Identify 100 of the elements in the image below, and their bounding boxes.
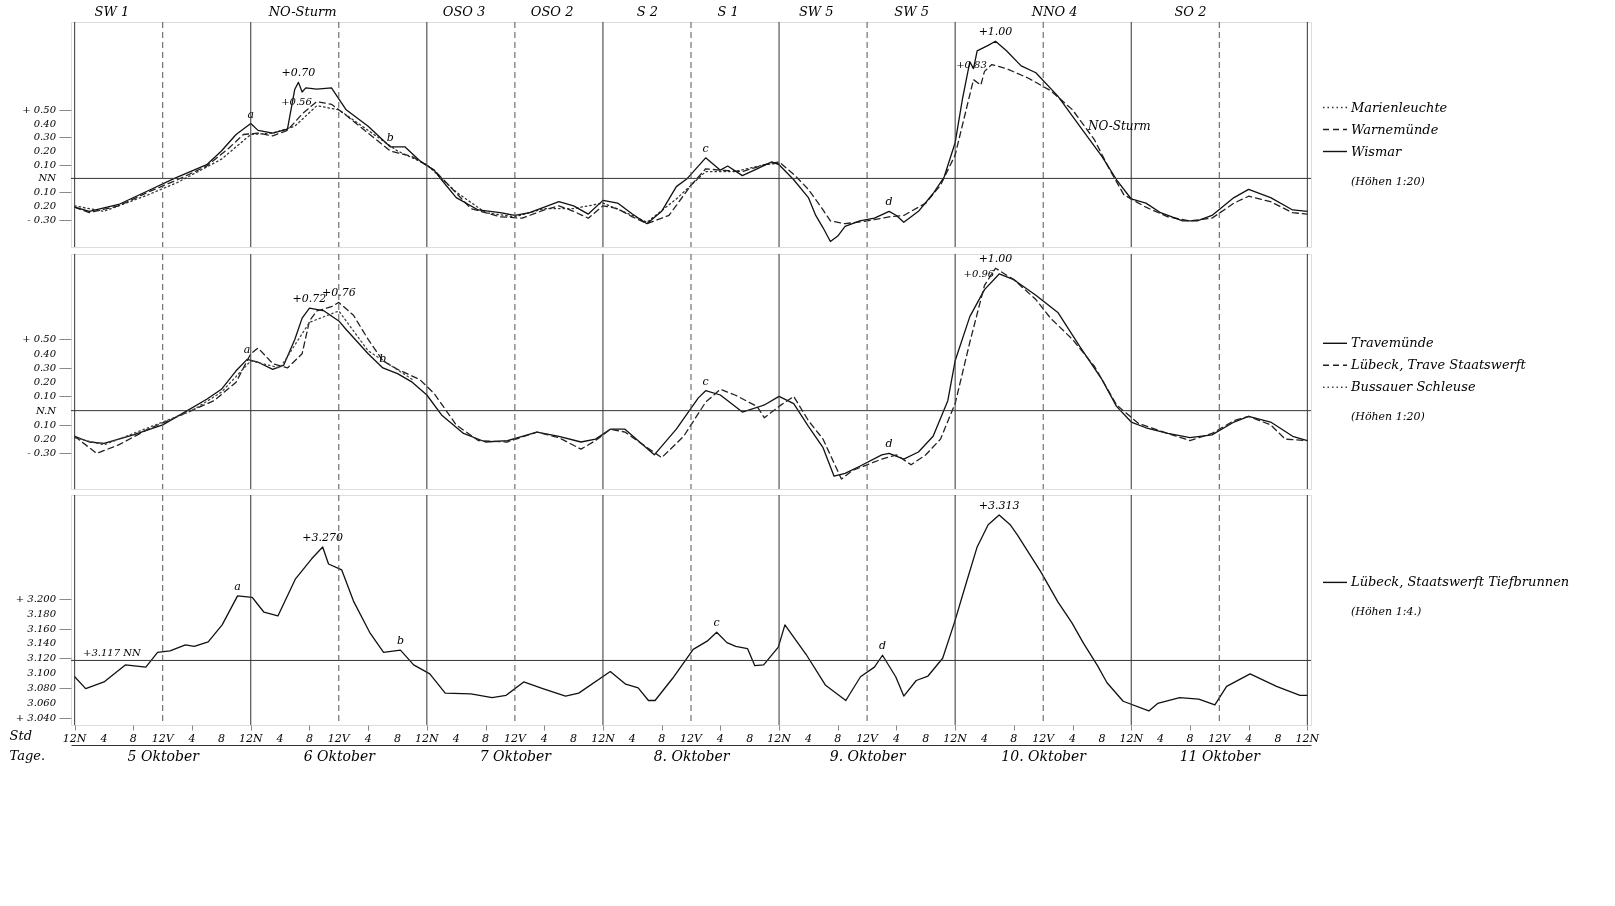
annotation: +1.00	[978, 25, 1013, 39]
x-tick-label: 12V	[856, 732, 880, 745]
x-tick-label: 8	[834, 732, 842, 745]
y-tick-label: 0.20	[33, 144, 57, 156]
legend-label: Lübeck, Trave Staatswerft	[1350, 357, 1527, 373]
y-tick-label: NN	[37, 172, 58, 184]
x-tick-label: 8	[394, 732, 402, 745]
x-tick-label: 12N	[62, 732, 87, 745]
y-tick-label: + 0.50	[22, 103, 57, 115]
x-tick-label: 4	[275, 732, 284, 745]
x-tick-label: 8	[305, 732, 313, 745]
y-tick-label: 0.10	[33, 158, 57, 170]
y-tick-label: 0.20	[33, 199, 57, 211]
x-tick-label: 4	[715, 732, 724, 745]
annotation: +3.270	[302, 530, 344, 544]
x-tick-label: 8	[1098, 732, 1106, 745]
annotation: a	[234, 579, 241, 593]
legend-label: Travemünde	[1351, 335, 1435, 351]
text: (Höhen 1:4.)	[1351, 605, 1422, 619]
legend-label: Lübeck, Staatswerft Tiefbrunnen	[1350, 574, 1570, 590]
x2-tick-label: 7 Oktober	[479, 747, 553, 764]
y-tick-label: 3.160	[27, 622, 57, 634]
x-tick-label: 8	[570, 732, 578, 745]
y-tick-label: - 0.30	[27, 213, 57, 225]
x2-tick-label: OSO 3	[442, 3, 486, 19]
x2-tick-label: 8. Oktober	[653, 747, 731, 764]
y-tick-label: 0.10	[33, 418, 57, 430]
annotation: d	[885, 437, 893, 451]
x-tick-label: 4	[979, 732, 988, 745]
x2-tick-label: S 1	[717, 3, 739, 19]
legend-label: Bussauer Schleuse	[1350, 379, 1476, 395]
x-tick-label: 12N	[1295, 732, 1320, 745]
x-tick-label: 4	[1156, 732, 1165, 745]
annotation: b	[396, 634, 404, 648]
x-tick-label: 4	[539, 732, 548, 745]
x2-tick-label: S 2	[636, 3, 659, 19]
y-tick-label: 3.060	[27, 696, 57, 708]
annotation: d	[885, 195, 893, 209]
x-tick-label: 12V	[1032, 732, 1056, 745]
x-axis-title: Std	[9, 727, 32, 743]
x-tick-label: 8	[746, 732, 754, 745]
text: (Höhen 1:20)	[1351, 174, 1425, 188]
x2-tick-label: NNO 4	[1030, 3, 1078, 19]
x2-tick-label: 9. Oktober	[829, 747, 907, 764]
y-tick-label: + 3.200	[15, 592, 57, 604]
x2-tick-label: SW 5	[894, 3, 929, 19]
x-tick-label: 12V	[1208, 732, 1232, 745]
x2-tick-label: 10. Oktober	[1001, 747, 1088, 764]
x-tick-label: 8	[922, 732, 930, 745]
annotation: +0.96	[963, 267, 995, 279]
x-tick-label: 4	[1068, 732, 1077, 745]
y-tick-label: + 0.50	[22, 333, 57, 345]
ref-line-label: +3.117 NN	[83, 647, 142, 659]
annotation: +0.70	[281, 66, 316, 80]
x-tick-label: 12V	[151, 732, 175, 745]
x2-tick-label: OSO 2	[530, 3, 574, 19]
y-tick-label: N.N	[34, 404, 58, 416]
x-tick-label: 8	[482, 732, 490, 745]
x-tick-label: 4	[627, 732, 636, 745]
annotation: c	[702, 141, 709, 155]
x-tick-label: 8	[1186, 732, 1194, 745]
y-tick-label: 0.10	[33, 390, 57, 402]
annotation: d	[878, 639, 887, 653]
x-tick-label: 8	[658, 732, 666, 745]
x-tick-label: 4	[187, 732, 196, 745]
x-tick-label: 12V	[680, 732, 704, 745]
y-tick-label: 3.100	[27, 667, 57, 679]
x-tick-label: 4	[803, 732, 812, 745]
text: (Höhen 1:20)	[1351, 410, 1425, 424]
y-tick-label: 0.40	[33, 347, 57, 359]
y-tick-label: 0.20	[33, 433, 57, 445]
legend-label: Marienleuchte	[1350, 99, 1448, 115]
x-tick-label: 4	[891, 732, 900, 745]
x2-tick-label: 5 Oktober	[127, 747, 201, 764]
x-tick-label: 12N	[943, 732, 968, 745]
annotation: c	[713, 616, 720, 630]
x-tick-label: 4	[363, 732, 372, 745]
annotation: c	[702, 374, 709, 388]
y-tick-label: + 3.040	[15, 711, 57, 723]
y-tick-label: 0.40	[33, 117, 57, 129]
x-tick-label: 12N	[238, 732, 263, 745]
x-tick-label: 8	[1274, 732, 1282, 745]
x-tick-label: 12N	[767, 732, 792, 745]
y-tick-label: 0.20	[33, 376, 57, 388]
y-tick-label: 3.120	[27, 652, 57, 664]
annotation: b	[386, 130, 394, 144]
y-tick-label: 0.10	[33, 186, 57, 198]
x2-tick-label: SW 1	[94, 3, 130, 19]
x-tick-label: 4	[1244, 732, 1253, 745]
x-tick-label: 8	[129, 732, 137, 745]
legend-label: Warnemünde	[1351, 121, 1439, 137]
x-tick-label: 12V	[327, 732, 351, 745]
x-tick-label: 8	[1010, 732, 1018, 745]
x2-axis-title: Tage.	[9, 747, 46, 763]
x-tick-label: 12N	[415, 732, 440, 745]
x2-tick-label: NO-Sturm	[267, 3, 337, 19]
x-tick-label: 8	[217, 732, 225, 745]
y-tick-label: 3.140	[27, 637, 57, 649]
x-tick-label: 12N	[591, 732, 616, 745]
x-tick-label: 4	[99, 732, 108, 745]
